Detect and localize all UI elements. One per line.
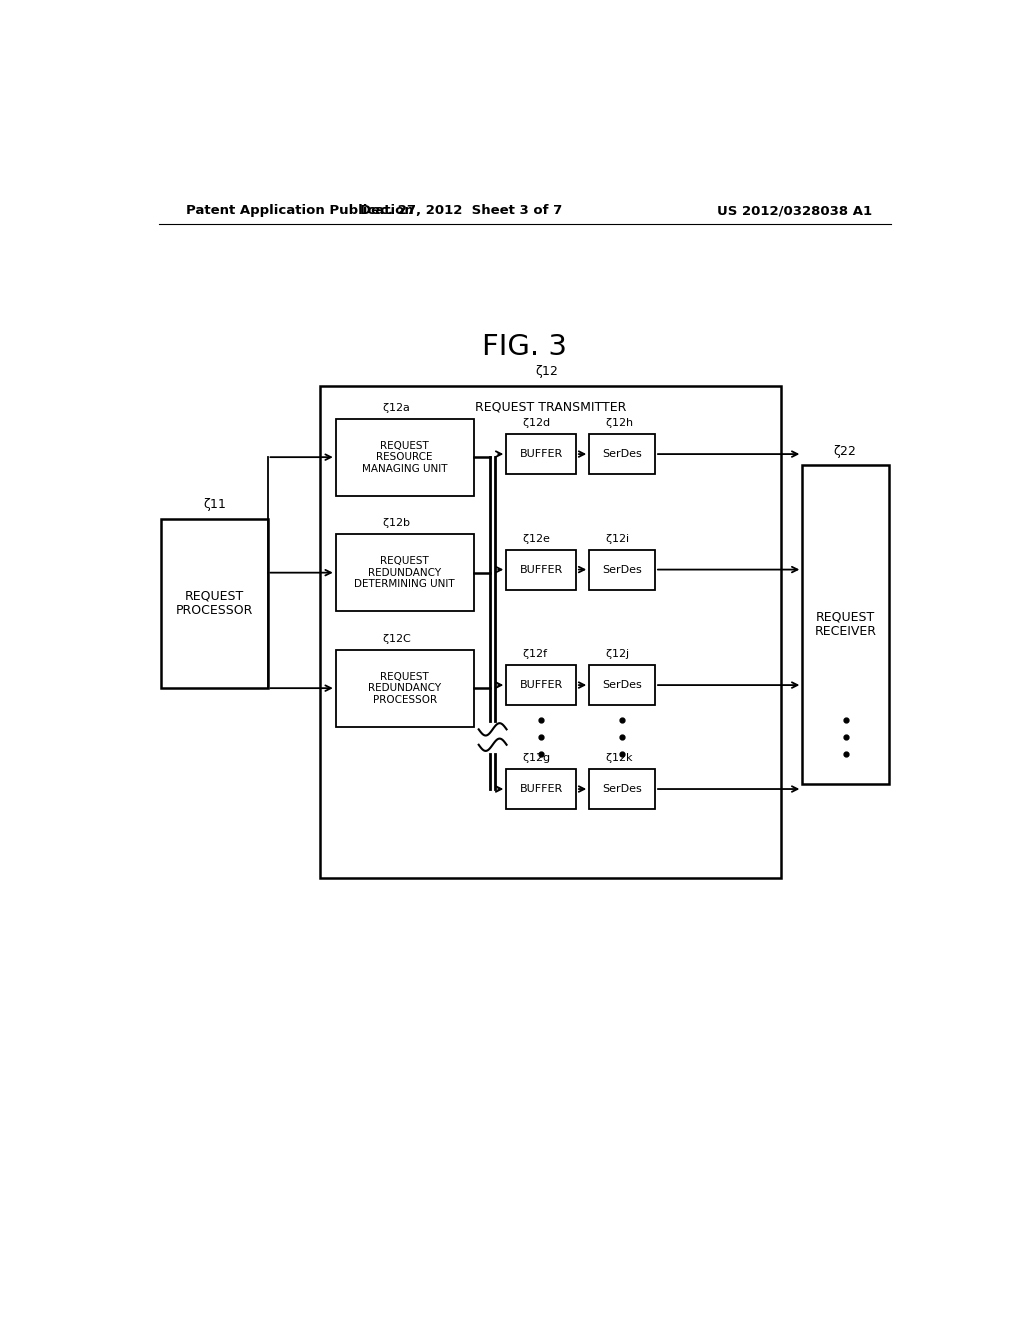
Text: BUFFER: BUFFER (519, 680, 563, 690)
Text: SerDes: SerDes (602, 449, 642, 459)
Text: Patent Application Publication: Patent Application Publication (186, 205, 414, 218)
Text: SerDes: SerDes (602, 680, 642, 690)
Bar (506, 665, 575, 705)
Bar (589, 549, 655, 590)
Bar (161, 519, 267, 688)
Text: REQUEST
REDUNDANCY
PROCESSOR: REQUEST REDUNDANCY PROCESSOR (368, 672, 441, 705)
Bar (321, 385, 781, 878)
Text: $\mathsf{\zeta}$12a: $\mathsf{\zeta}$12a (382, 401, 411, 414)
Text: REQUEST
REDUNDANCY
DETERMINING UNIT: REQUEST REDUNDANCY DETERMINING UNIT (354, 556, 455, 589)
Text: SerDes: SerDes (602, 784, 642, 795)
Text: $\mathsf{\zeta}$12b: $\mathsf{\zeta}$12b (382, 516, 411, 531)
Text: US 2012/0328038 A1: US 2012/0328038 A1 (717, 205, 872, 218)
Bar (506, 434, 575, 474)
Text: $\mathsf{\zeta}$22: $\mathsf{\zeta}$22 (834, 442, 857, 459)
Text: BUFFER: BUFFER (519, 565, 563, 574)
Text: $\mathsf{\zeta}$12h: $\mathsf{\zeta}$12h (604, 416, 633, 430)
Bar (802, 465, 889, 784)
Text: $\mathsf{\zeta}$12: $\mathsf{\zeta}$12 (535, 363, 558, 380)
Text: $\mathsf{\zeta}$12C: $\mathsf{\zeta}$12C (382, 632, 412, 645)
Text: REQUEST TRANSMITTER: REQUEST TRANSMITTER (475, 400, 626, 413)
Text: Dec. 27, 2012  Sheet 3 of 7: Dec. 27, 2012 Sheet 3 of 7 (360, 205, 562, 218)
Bar (506, 549, 575, 590)
Text: $\mathsf{\zeta}$12j: $\mathsf{\zeta}$12j (604, 647, 629, 661)
Bar (589, 665, 655, 705)
Bar (506, 770, 575, 809)
Bar (336, 418, 474, 496)
Text: BUFFER: BUFFER (519, 449, 563, 459)
Text: REQUEST
RESOURCE
MANAGING UNIT: REQUEST RESOURCE MANAGING UNIT (361, 441, 447, 474)
Text: FIG. 3: FIG. 3 (482, 333, 567, 362)
Text: $\mathsf{\zeta}$12g: $\mathsf{\zeta}$12g (521, 751, 550, 766)
Text: $\mathsf{\zeta}$12f: $\mathsf{\zeta}$12f (521, 647, 548, 661)
Text: $\mathsf{\zeta}$11: $\mathsf{\zeta}$11 (203, 496, 226, 513)
Text: $\mathsf{\zeta}$12e: $\mathsf{\zeta}$12e (521, 532, 550, 545)
Text: SerDes: SerDes (602, 565, 642, 574)
Text: REQUEST
RECEIVER: REQUEST RECEIVER (815, 610, 877, 639)
Bar (589, 434, 655, 474)
Text: $\mathsf{\zeta}$12i: $\mathsf{\zeta}$12i (604, 532, 629, 545)
Bar (589, 770, 655, 809)
Text: $\mathsf{\zeta}$12d: $\mathsf{\zeta}$12d (521, 416, 550, 430)
Text: BUFFER: BUFFER (519, 784, 563, 795)
Bar (336, 535, 474, 611)
Text: $\mathsf{\zeta}$12k: $\mathsf{\zeta}$12k (604, 751, 633, 766)
Bar (336, 649, 474, 726)
Text: REQUEST
PROCESSOR: REQUEST PROCESSOR (175, 590, 253, 618)
